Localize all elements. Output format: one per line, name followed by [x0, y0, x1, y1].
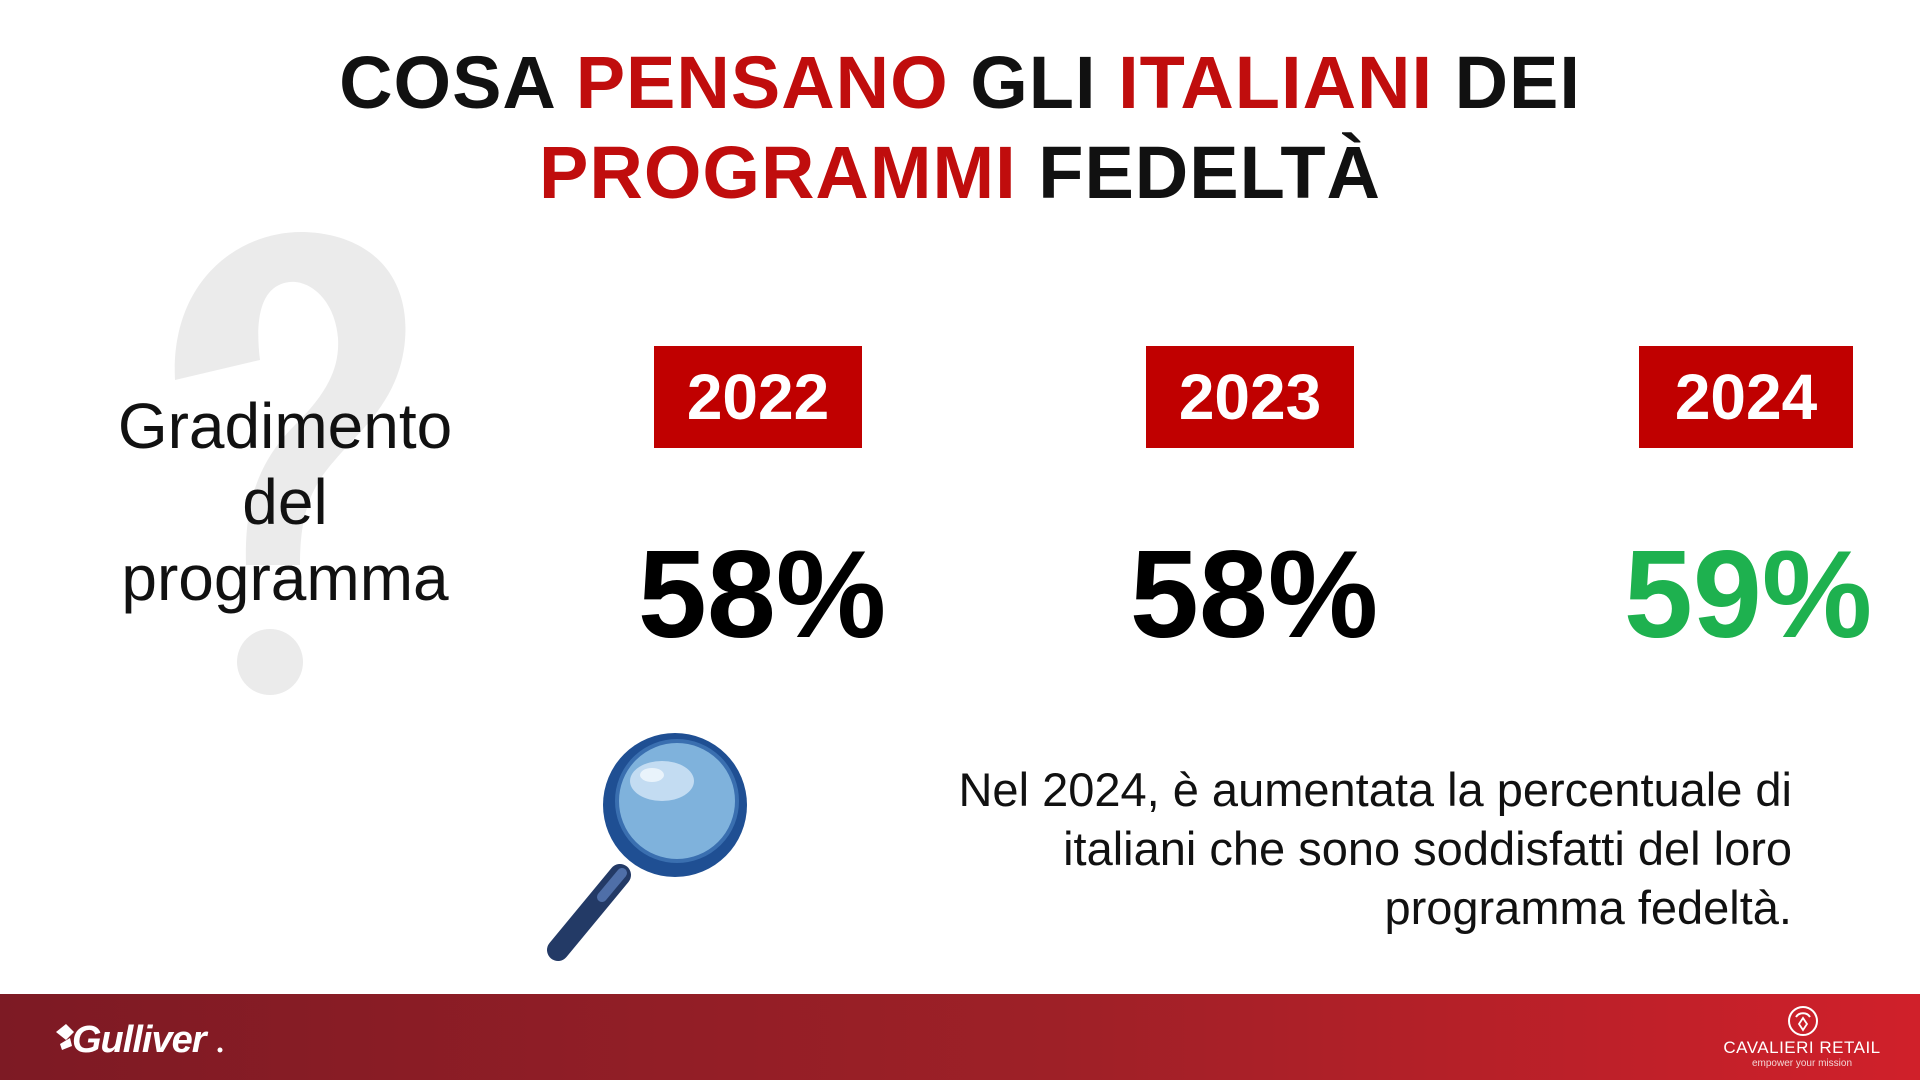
title-word-highlight: ITALIANI	[1118, 41, 1434, 124]
title-word-highlight: PENSANO	[575, 41, 949, 124]
title-word: FEDELTÀ	[1038, 131, 1381, 214]
cavalieri-retail-tagline: empower your mission	[1751, 1058, 1853, 1069]
cavalieri-retail-name: CAVALIERI RETAIL	[1723, 1038, 1881, 1057]
metric-label-line: Gradimento	[117, 390, 453, 462]
magnifying-glass-icon	[547, 733, 747, 961]
page-title: COSA PENSANO GLI ITALIANI DEI PROGRAMMI …	[0, 38, 1920, 218]
title-word-highlight: PROGRAMMI	[539, 131, 1017, 214]
insight-note-line: Nel 2024, è aumentata la percentuale di	[958, 763, 1792, 816]
question-mark-icon	[174, 231, 406, 695]
insight-note-line: italiani che sono soddisfatti del loro	[1063, 822, 1792, 875]
insight-note: Nel 2024, è aumentata la percentuale di …	[760, 760, 1792, 937]
percentage-2024: 59%	[1623, 526, 1873, 664]
title-line-2: PROGRAMMI FEDELTÀ	[0, 128, 1920, 218]
percentage-2022: 58%	[637, 526, 887, 664]
title-line-1: COSA PENSANO GLI ITALIANI DEI	[0, 38, 1920, 128]
year-badge-2024: 2024	[1639, 346, 1853, 448]
metric-label: Gradimento del programma	[60, 388, 510, 616]
gulliver-logo: Gulliver	[56, 1019, 223, 1061]
title-word: DEI	[1454, 41, 1581, 124]
cavalieri-retail-icon	[1788, 1006, 1818, 1036]
title-word: COSA	[339, 41, 555, 124]
percentage-2023: 58%	[1129, 526, 1379, 664]
title-word: GLI	[970, 41, 1097, 124]
insight-note-line: programma fedeltà.	[1384, 881, 1792, 934]
metric-label-line: programma	[121, 542, 449, 614]
year-badge-2022: 2022	[654, 346, 862, 448]
metric-label-line: del	[242, 466, 328, 538]
footer-bar: Gulliver CAVALIERI RETAIL empower your m…	[0, 994, 1920, 1080]
year-badge-2023: 2023	[1146, 346, 1354, 448]
svg-text:Gulliver: Gulliver	[72, 1019, 209, 1061]
